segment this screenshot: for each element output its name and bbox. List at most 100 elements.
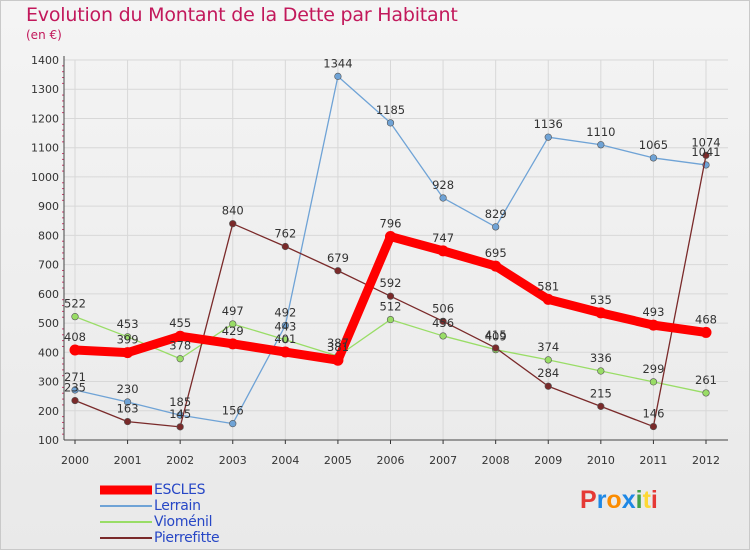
x-tick-label: 2009 [534, 454, 562, 467]
data-point-lerrain [597, 141, 605, 149]
data-point-pierrefitte [649, 422, 658, 431]
data-point-viom-nil [176, 355, 184, 363]
y-tick-label: 200 [38, 405, 59, 418]
data-label-escles: 695 [485, 246, 507, 260]
data-point-escles [647, 319, 659, 331]
data-point-pierrefitte [71, 396, 79, 405]
data-label-viom-nil: 522 [64, 297, 86, 311]
y-tick-label: 300 [38, 376, 59, 389]
y-tick-label: 1300 [31, 83, 59, 96]
data-label-viom-nil: 387 [327, 336, 349, 350]
data-point-lerrain [544, 133, 552, 141]
data-point-pierrefitte [281, 242, 289, 251]
data-point-escles [595, 307, 607, 319]
proxiti-logo: Proxiti [580, 486, 658, 515]
data-point-escles [174, 330, 186, 342]
data-label-pierrefitte: 215 [590, 386, 612, 400]
x-tick-label: 2002 [166, 454, 194, 467]
legend-swatch-escles [100, 485, 152, 495]
data-label-pierrefitte: 235 [64, 381, 86, 395]
y-tick-label: 1200 [31, 112, 59, 125]
data-point-escles [385, 231, 396, 243]
data-label-pierrefitte: 146 [642, 407, 664, 421]
x-tick-label: 2011 [639, 454, 667, 467]
data-point-escles [279, 346, 291, 358]
data-point-pierrefitte [597, 402, 605, 410]
y-tick-label: 500 [38, 317, 59, 330]
data-label-lerrain: 1041 [691, 145, 720, 159]
data-label-escles: 408 [64, 330, 86, 344]
data-point-escles [69, 344, 81, 356]
data-label-lerrain: 156 [222, 404, 244, 418]
data-label-lerrain: 1136 [534, 117, 563, 131]
data-point-pierrefitte [176, 423, 184, 431]
data-label-pierrefitte: 592 [380, 276, 402, 290]
data-label-escles: 399 [117, 333, 139, 347]
x-tick-label: 2012 [692, 454, 720, 467]
data-label-pierrefitte: 415 [485, 328, 507, 342]
data-point-pierrefitte [492, 344, 500, 352]
data-point-viom-nil [649, 378, 658, 386]
y-tick-label: 600 [38, 288, 59, 301]
logo-letter: i [650, 486, 658, 514]
x-tick-label: 2006 [377, 454, 405, 467]
data-label-lerrain: 271 [64, 370, 86, 384]
data-point-viom-nil [71, 313, 79, 321]
data-label-escles: 535 [590, 293, 612, 307]
x-tick-label: 2010 [587, 454, 615, 467]
data-label-viom-nil: 299 [642, 362, 664, 376]
data-point-escles [227, 338, 239, 350]
logo-letter: r [596, 486, 607, 514]
data-label-pierrefitte: 679 [327, 251, 349, 265]
data-point-pierrefitte [544, 382, 552, 390]
data-point-viom-nil [281, 336, 289, 344]
data-point-lerrain [229, 420, 237, 428]
line-chart: 100 200 300 400 500 600 700 800 900 1000 1100 1200 1… [31, 54, 728, 467]
y-tick-label: 900 [38, 200, 59, 213]
data-point-lerrain [649, 154, 658, 162]
data-label-pierrefitte: 762 [274, 226, 296, 240]
logo-letter: t [642, 486, 651, 514]
data-point-lerrain [439, 194, 447, 202]
data-label-lerrain: 185 [169, 395, 191, 409]
data-point-escles [542, 293, 554, 305]
x-tick-label: 2004 [271, 454, 299, 467]
data-label-escles: 747 [432, 231, 454, 245]
data-label-pierrefitte: 284 [537, 366, 559, 380]
x-tick-label: 2000 [61, 454, 89, 467]
data-point-escles [437, 245, 449, 257]
x-tick-label: 2005 [324, 454, 352, 467]
data-label-lerrain: 1110 [586, 125, 615, 139]
data-label-viom-nil: 456 [432, 316, 454, 330]
data-label-pierrefitte: 1074 [691, 135, 720, 149]
data-label-lerrain: 230 [117, 382, 139, 396]
legend-swatch-lerrain [100, 505, 152, 507]
legend-label-pierrefitte: Pierrefitte [154, 530, 220, 546]
data-label-lerrain: 928 [432, 178, 454, 192]
data-label-pierrefitte: 506 [432, 301, 454, 315]
data-point-pierrefitte [229, 220, 237, 228]
y-tick-label: 1400 [31, 54, 59, 67]
data-label-lerrain: 1344 [323, 56, 352, 70]
logo-letter: x [621, 486, 636, 514]
legend-label-escles: ESCLES [154, 482, 206, 498]
logo-letter: i [635, 486, 643, 514]
data-point-escles [700, 326, 712, 338]
data-label-viom-nil: 512 [380, 300, 402, 314]
data-point-lerrain [281, 321, 289, 330]
data-point-pierrefitte [123, 417, 132, 426]
legend-swatch-viom-nil [100, 521, 152, 523]
data-point-escles [332, 354, 344, 366]
data-point-lerrain [386, 119, 395, 127]
data-label-viom-nil: 261 [695, 373, 717, 387]
y-tick-label: 800 [38, 229, 59, 242]
x-tick-label: 2003 [219, 454, 247, 467]
data-point-pierrefitte [386, 292, 395, 300]
data-point-viom-nil [597, 367, 605, 375]
legend-label-viom-nil: Vioménil [154, 514, 213, 530]
data-label-escles: 468 [695, 312, 717, 326]
y-tick-label: 1100 [31, 142, 59, 155]
data-label-escles: 381 [327, 340, 349, 354]
data-label-escles: 796 [380, 217, 402, 231]
data-point-viom-nil [123, 333, 132, 341]
